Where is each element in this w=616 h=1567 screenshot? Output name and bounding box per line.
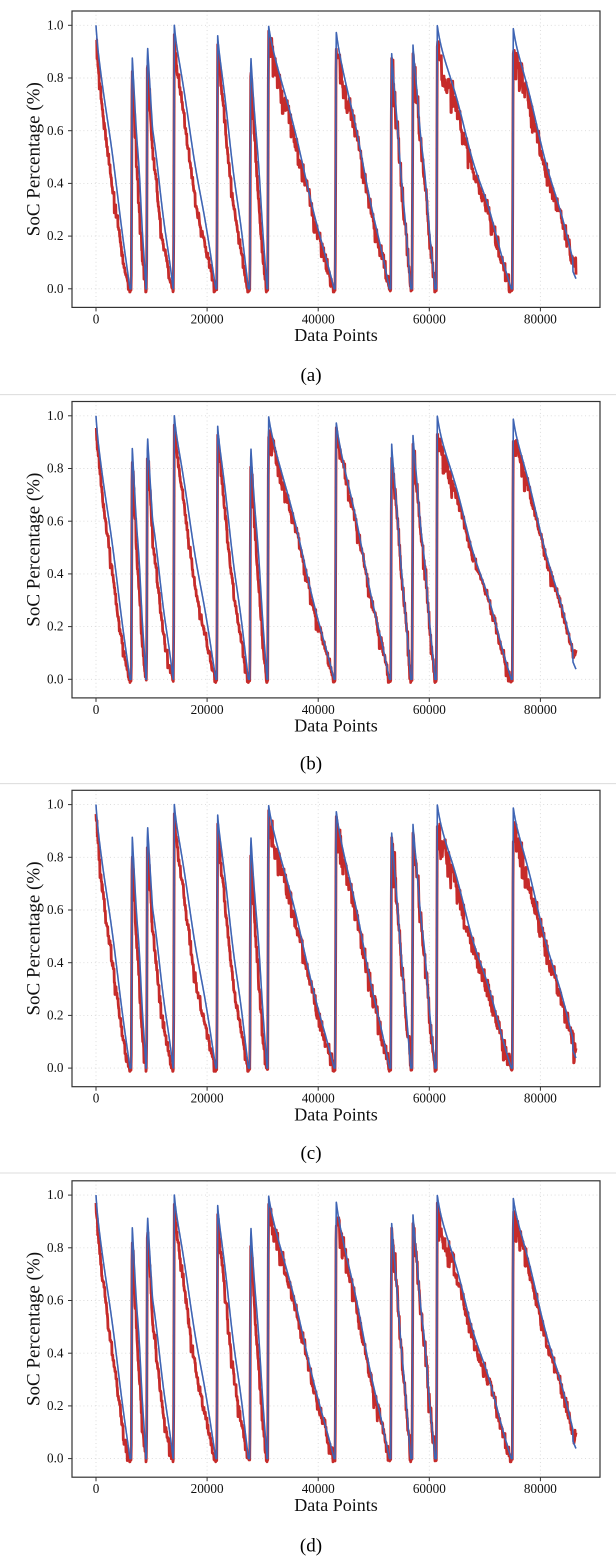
svg-text:0.0: 0.0 (47, 671, 64, 686)
svg-text:0.8: 0.8 (47, 849, 64, 864)
svg-text:(b): (b) (300, 754, 322, 775)
svg-text:20000: 20000 (191, 1091, 224, 1106)
svg-text:SoC Percentage (%): SoC Percentage (%) (23, 82, 44, 236)
svg-text:60000: 60000 (413, 702, 446, 717)
svg-text:(a): (a) (300, 365, 321, 386)
svg-text:0.0: 0.0 (47, 281, 64, 296)
svg-text:60000: 60000 (413, 1091, 446, 1106)
svg-text:0.2: 0.2 (47, 1398, 63, 1413)
svg-text:0.4: 0.4 (47, 955, 64, 970)
svg-text:0.6: 0.6 (47, 1293, 64, 1308)
svg-text:0: 0 (93, 702, 100, 717)
svg-text:0.4: 0.4 (47, 566, 64, 581)
svg-text:Data Points: Data Points (294, 1495, 378, 1515)
svg-text:60000: 60000 (413, 1481, 446, 1496)
svg-text:1.0: 1.0 (47, 17, 64, 32)
svg-text:60000: 60000 (413, 311, 446, 326)
svg-text:0.6: 0.6 (47, 123, 64, 138)
svg-text:1.0: 1.0 (47, 1187, 64, 1202)
svg-text:0.6: 0.6 (47, 513, 64, 528)
svg-text:0.2: 0.2 (47, 228, 63, 243)
svg-text:0.8: 0.8 (47, 1240, 64, 1255)
svg-text:20000: 20000 (191, 702, 224, 717)
svg-text:1.0: 1.0 (47, 408, 64, 423)
svg-text:40000: 40000 (302, 311, 335, 326)
svg-text:80000: 80000 (524, 702, 557, 717)
svg-text:SoC Percentage (%): SoC Percentage (%) (23, 473, 44, 627)
svg-text:80000: 80000 (524, 311, 557, 326)
svg-text:40000: 40000 (302, 1091, 335, 1106)
svg-text:0.4: 0.4 (47, 1345, 64, 1360)
svg-text:0.8: 0.8 (47, 70, 64, 85)
svg-text:0.6: 0.6 (47, 902, 64, 917)
svg-text:0.0: 0.0 (47, 1060, 64, 1075)
svg-text:40000: 40000 (302, 702, 335, 717)
svg-text:40000: 40000 (302, 1481, 335, 1496)
svg-text:1.0: 1.0 (47, 797, 64, 812)
svg-text:SoC Percentage (%): SoC Percentage (%) (23, 1252, 44, 1406)
svg-text:0.2: 0.2 (47, 1008, 63, 1023)
svg-text:Data Points: Data Points (294, 716, 378, 736)
svg-text:80000: 80000 (524, 1091, 557, 1106)
svg-text:20000: 20000 (191, 1481, 224, 1496)
svg-text:Data Points: Data Points (294, 325, 378, 345)
svg-text:0: 0 (93, 311, 100, 326)
svg-text:Data Points: Data Points (294, 1104, 378, 1124)
svg-text:0.4: 0.4 (47, 176, 64, 191)
svg-text:0.8: 0.8 (47, 461, 64, 476)
svg-text:0: 0 (93, 1091, 100, 1106)
svg-text:80000: 80000 (524, 1481, 557, 1496)
svg-text:20000: 20000 (191, 311, 224, 326)
svg-text:(c): (c) (300, 1143, 321, 1164)
svg-text:0.0: 0.0 (47, 1451, 64, 1466)
svg-text:0: 0 (93, 1481, 100, 1496)
svg-text:0.2: 0.2 (47, 619, 63, 634)
svg-text:SoC Percentage (%): SoC Percentage (%) (23, 861, 44, 1015)
svg-text:(d): (d) (300, 1536, 322, 1557)
